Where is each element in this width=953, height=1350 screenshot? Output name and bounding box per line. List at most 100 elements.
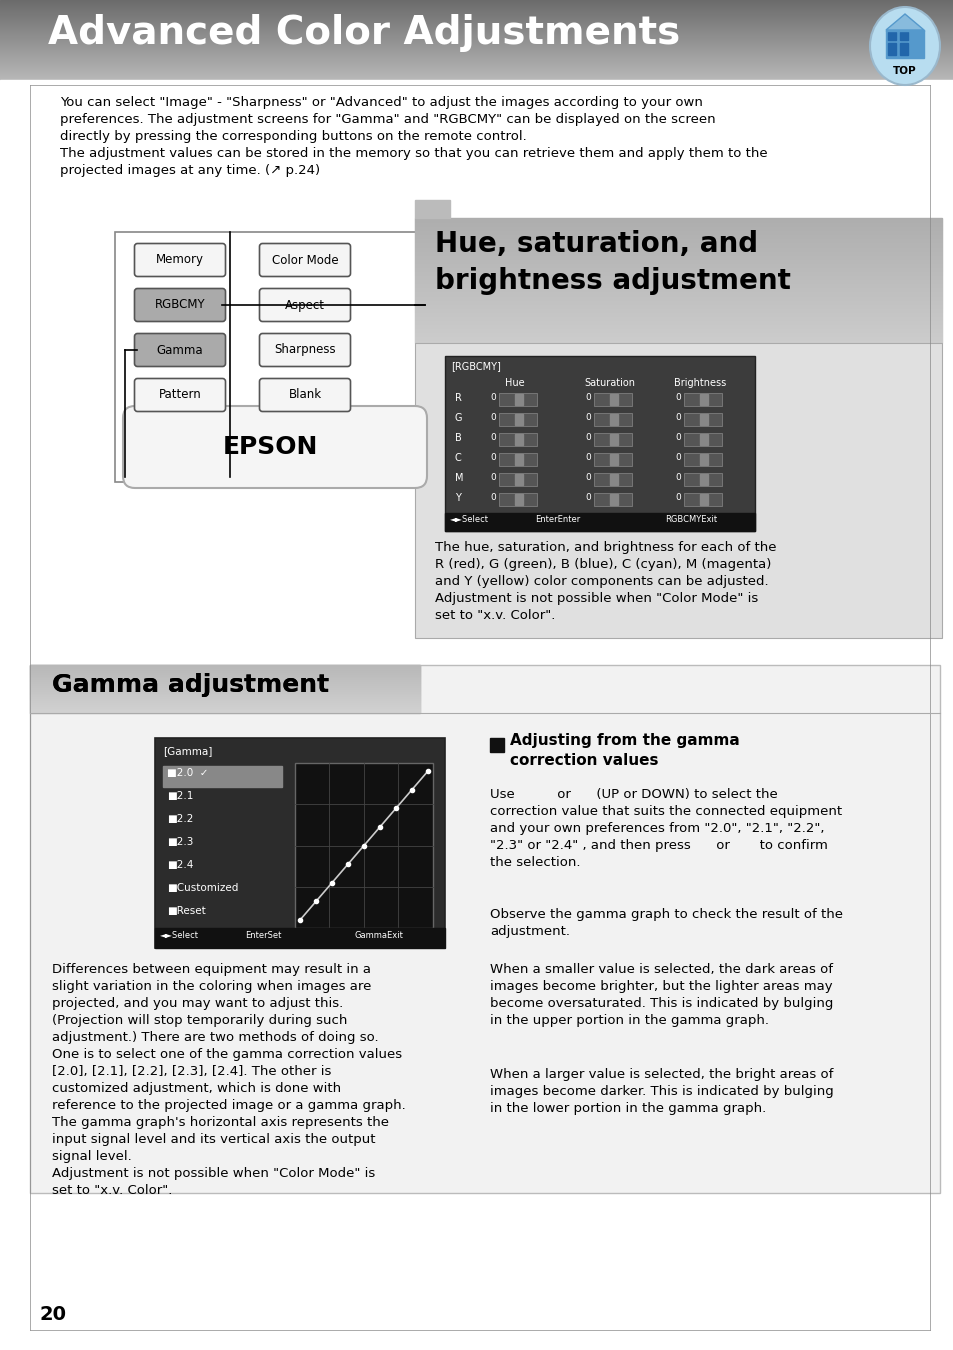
Bar bbox=[515, 394, 522, 405]
Text: 0: 0 bbox=[675, 413, 680, 423]
Bar bbox=[294, 763, 433, 927]
Text: Adjusting from the gamma
correction values: Adjusting from the gamma correction valu… bbox=[510, 733, 739, 768]
Text: Aspect: Aspect bbox=[285, 298, 325, 312]
Text: 0: 0 bbox=[584, 413, 590, 423]
Text: 0: 0 bbox=[490, 393, 496, 402]
Bar bbox=[115, 232, 424, 482]
FancyBboxPatch shape bbox=[134, 289, 225, 321]
Bar bbox=[683, 454, 721, 466]
Text: ■2.0  ✓: ■2.0 ✓ bbox=[167, 768, 209, 778]
Bar bbox=[609, 494, 618, 505]
Bar bbox=[498, 454, 537, 466]
Bar bbox=[887, 43, 895, 55]
Text: You can select "Image" - "Sharpness" or "Advanced" to adjust the images accordin: You can select "Image" - "Sharpness" or … bbox=[60, 96, 767, 177]
Text: Gamma adjustment: Gamma adjustment bbox=[52, 674, 329, 697]
Text: TOP: TOP bbox=[892, 66, 916, 76]
Text: 0: 0 bbox=[675, 472, 680, 482]
FancyBboxPatch shape bbox=[134, 333, 225, 366]
Text: M: M bbox=[455, 472, 463, 483]
Text: 0: 0 bbox=[584, 393, 590, 402]
Text: B: B bbox=[455, 433, 461, 443]
Bar bbox=[899, 32, 907, 40]
Text: Blank: Blank bbox=[288, 389, 321, 401]
Bar bbox=[885, 30, 923, 58]
Text: 0: 0 bbox=[584, 472, 590, 482]
Bar bbox=[700, 433, 707, 446]
Bar bbox=[887, 32, 895, 40]
Text: The hue, saturation, and brightness for each of the
R (red), G (green), B (blue): The hue, saturation, and brightness for … bbox=[435, 541, 776, 622]
Text: Pattern: Pattern bbox=[158, 389, 201, 401]
Text: ■2.2: ■2.2 bbox=[167, 814, 193, 824]
FancyBboxPatch shape bbox=[259, 243, 350, 277]
Text: Brightness: Brightness bbox=[673, 378, 725, 387]
Text: [Gamma]: [Gamma] bbox=[163, 747, 213, 756]
Bar bbox=[490, 738, 503, 752]
Bar bbox=[594, 413, 631, 427]
Text: ◄►Select: ◄►Select bbox=[160, 931, 199, 940]
Text: Use          or      (UP or DOWN) to select the
correction value that suits the : Use or (UP or DOWN) to select the correc… bbox=[490, 788, 841, 869]
Text: Memory: Memory bbox=[156, 254, 204, 266]
Bar bbox=[683, 493, 721, 506]
Text: [RGBCMY]: [RGBCMY] bbox=[451, 360, 500, 371]
FancyBboxPatch shape bbox=[259, 289, 350, 321]
Text: Y: Y bbox=[455, 493, 460, 504]
Text: Gamma adjustment: Gamma adjustment bbox=[52, 674, 329, 697]
Bar bbox=[899, 43, 907, 55]
Text: Hue: Hue bbox=[505, 378, 524, 387]
Text: Sharpness: Sharpness bbox=[274, 343, 335, 356]
Text: C: C bbox=[455, 454, 461, 463]
Text: 0: 0 bbox=[675, 493, 680, 502]
Bar bbox=[154, 927, 444, 948]
Text: Gamma: Gamma bbox=[156, 343, 203, 356]
Bar bbox=[700, 454, 707, 464]
Polygon shape bbox=[885, 14, 923, 30]
Bar bbox=[498, 393, 537, 406]
Bar bbox=[594, 493, 631, 506]
Text: RGBCMY: RGBCMY bbox=[154, 298, 205, 312]
Bar bbox=[594, 393, 631, 406]
Text: Saturation: Saturation bbox=[584, 378, 635, 387]
Ellipse shape bbox=[869, 7, 939, 85]
Text: G: G bbox=[455, 413, 462, 423]
Text: 0: 0 bbox=[490, 413, 496, 423]
Bar bbox=[515, 433, 522, 446]
Text: Observe the gamma graph to check the result of the
adjustment.: Observe the gamma graph to check the res… bbox=[490, 909, 842, 938]
Text: ◄►Select: ◄►Select bbox=[450, 514, 489, 524]
Bar bbox=[515, 494, 522, 505]
Text: 0: 0 bbox=[490, 472, 496, 482]
Bar bbox=[609, 394, 618, 405]
Bar bbox=[498, 413, 537, 427]
Bar bbox=[415, 343, 941, 639]
Text: 0: 0 bbox=[490, 433, 496, 441]
Text: Color Mode: Color Mode bbox=[272, 254, 338, 266]
Text: RGBCMYExit: RGBCMYExit bbox=[664, 514, 717, 524]
FancyBboxPatch shape bbox=[259, 333, 350, 366]
Bar bbox=[700, 474, 707, 485]
Text: Advanced Color Adjustments: Advanced Color Adjustments bbox=[48, 14, 679, 53]
Text: Hue, saturation, and
brightness adjustment: Hue, saturation, and brightness adjustme… bbox=[435, 230, 790, 294]
Bar bbox=[444, 513, 754, 531]
Bar bbox=[594, 472, 631, 486]
Bar bbox=[683, 413, 721, 427]
Text: When a smaller value is selected, the dark areas of
images become brighter, but : When a smaller value is selected, the da… bbox=[490, 963, 833, 1027]
FancyBboxPatch shape bbox=[123, 406, 427, 487]
Bar bbox=[515, 454, 522, 464]
Bar bbox=[700, 494, 707, 505]
Text: ■2.1: ■2.1 bbox=[167, 791, 193, 801]
Bar bbox=[515, 474, 522, 485]
Text: ■2.4: ■2.4 bbox=[167, 860, 193, 869]
Bar bbox=[594, 433, 631, 446]
Text: 0: 0 bbox=[584, 493, 590, 502]
Text: 0: 0 bbox=[584, 454, 590, 462]
FancyBboxPatch shape bbox=[134, 378, 225, 412]
Text: ■Reset: ■Reset bbox=[167, 906, 206, 917]
Bar bbox=[700, 394, 707, 405]
Bar bbox=[609, 474, 618, 485]
Bar bbox=[498, 472, 537, 486]
Text: 0: 0 bbox=[675, 393, 680, 402]
Bar bbox=[594, 454, 631, 466]
Bar bbox=[609, 414, 618, 425]
Bar bbox=[415, 200, 450, 217]
Text: ■2.3: ■2.3 bbox=[167, 837, 193, 846]
Bar bbox=[683, 433, 721, 446]
